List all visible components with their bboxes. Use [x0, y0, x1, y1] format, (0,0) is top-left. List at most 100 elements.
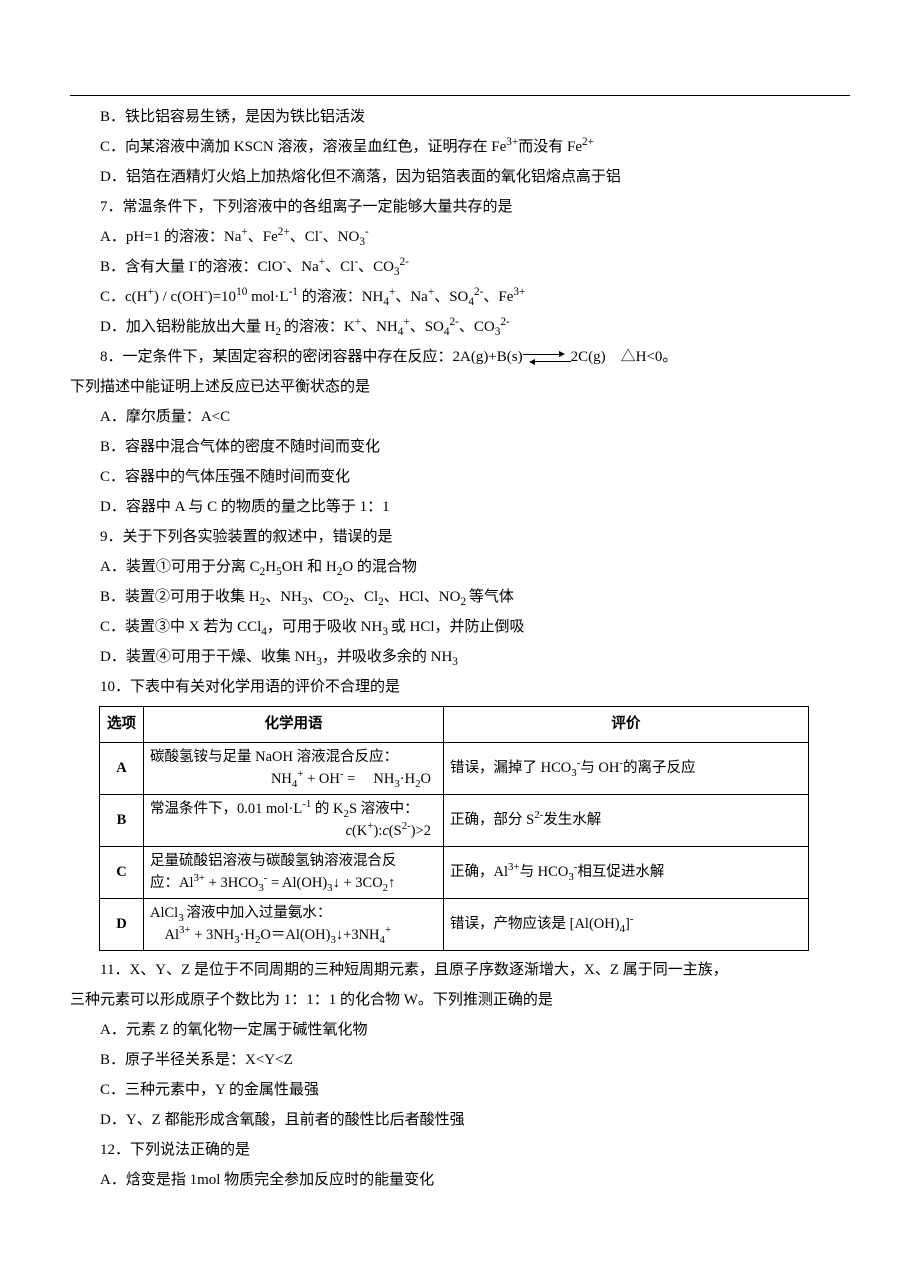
ra-e2: 与 OH — [580, 760, 619, 776]
q7a-t4: 、NO — [323, 229, 360, 245]
q11-stem1: 11．X、Y、Z 是位于不同周期的三种短周期元素，且原子序数逐渐增大，X、Z 属… — [70, 955, 850, 985]
rc-e3: 相互促进水解 — [577, 864, 664, 880]
q7c-t2: ) / c(OH — [154, 289, 204, 305]
q9-option-b: B．装置②可用于收集 H2、NH3、CO2、Cl2、HCl、NO2 等气体 — [70, 582, 850, 612]
q11-option-c: C．三种元素中，Y 的金属性最强 — [70, 1075, 850, 1105]
q6c-sup-3plus: 3+ — [506, 136, 518, 148]
q7-option-c: C．c(H+) / c(OH-)=1010 mol·L-1 的溶液：NH4+、N… — [70, 282, 850, 312]
q8-stem2: 下列描述中能证明上述反应已达平衡状态的是 — [70, 372, 850, 402]
row-a-opt: A — [100, 743, 144, 795]
q11-stem2: 三种元素可以形成原子个数比为 1：1：1 的化合物 W。下列推测正确的是 — [70, 985, 850, 1015]
q7c-t8: 、Fe — [483, 289, 513, 305]
q7c-t6: 、Na — [395, 289, 428, 305]
q7-option-d: D．加入铝粉能放出大量 H2 的溶液：K+、NH4+、SO42-、CO32- — [70, 312, 850, 342]
rb-e1: 正确，部分 S — [450, 812, 534, 828]
q7b-t2: 、Na — [286, 259, 319, 275]
row-b-term: 常温条件下，0.01 mol·L-1 的 K2S 溶液中： c(K+):c(S2… — [144, 794, 444, 846]
row-d-term-l2: Al3+ + 3NH3·H2O＝Al(OH)3↓+3NH4+ — [150, 924, 437, 946]
table-row: D AlCl3 溶液中加入过量氨水： Al3+ + 3NH3·H2O＝Al(OH… — [100, 898, 809, 950]
q7a-sup2: 2+ — [278, 226, 290, 238]
q7d-t2: 、NH — [361, 319, 398, 335]
q7d-t1: 的溶液：K — [284, 319, 355, 335]
q7c-t5: 的溶液：NH — [298, 289, 383, 305]
row-d-opt: D — [100, 898, 144, 950]
q9a-t4: O 的混合物 — [342, 559, 417, 575]
q7b-t3: 、Cl — [325, 259, 354, 275]
q6c-text-2: 而没有 Fe — [518, 139, 582, 155]
q7-stem: 7．常温条件下，下列溶液中的各组离子一定能够大量共存的是 — [70, 192, 850, 222]
q8-option-a: A．摩尔质量：A<C — [70, 402, 850, 432]
q7d-t0: D．加入铝粉能放出大量 H — [100, 319, 275, 335]
rc-e2: 与 HCO — [520, 864, 569, 880]
ra-e3: 的离子反应 — [623, 760, 696, 776]
row-d-eval: 错误，产物应该是 [Al(OH)4]- — [444, 898, 809, 950]
q7c-t1: C．c(H — [100, 289, 148, 305]
q9a-t1: A．装置①可用于分离 C — [100, 559, 260, 575]
th-option: 选项 — [100, 707, 144, 743]
rd-e1: 错误，产物应该是 [Al(OH) — [450, 916, 620, 932]
row-c-term-l2: 应：Al3+ + 3HCO3- = Al(OH)3↓ + 3CO2↑ — [150, 872, 437, 894]
q9c-t1: C．装置③中 X 若为 CCl — [100, 619, 261, 635]
q8-stem-pre: 8．一定条件下，某固定容积的密闭容器中存在反应：2A(g)+B(s) — [100, 349, 523, 365]
q12-stem: 12．下列说法正确的是 — [70, 1135, 850, 1165]
q9b-s5: 2 — [460, 596, 468, 608]
q9b-t3: 、CO — [308, 589, 344, 605]
q7b-t4: 、CO — [358, 259, 394, 275]
q8-option-d: D．容器中 A 与 C 的物质的量之比等于 1：1 — [70, 492, 850, 522]
th-eval: 评价 — [444, 707, 809, 743]
q12-option-a: A．焓变是指 1mol 物质完全参加反应时的能量变化 — [70, 1165, 850, 1195]
q9a-t2: H — [265, 559, 276, 575]
q6c-text-1: C．向某溶液中滴加 KSCN 溶液，溶液呈血红色，证明存在 Fe — [100, 139, 506, 155]
q7c-sup8: 3+ — [513, 286, 525, 298]
q11-option-b: B．原子半径关系是：X<Y<Z — [70, 1045, 850, 1075]
q7c-sup4: -1 — [289, 286, 298, 298]
q9-stem: 9．关于下列各实验装置的叙述中，错误的是 — [70, 522, 850, 552]
row-c-opt: C — [100, 846, 144, 898]
q8-option-c: C．容器中的气体压强不随时间而变化 — [70, 462, 850, 492]
q9-option-c: C．装置③中 X 若为 CCl4，可用于吸收 NH3 或 HCl，并防止倒吸 — [70, 612, 850, 642]
rc-e1: 正确，Al — [450, 864, 508, 880]
q9a-t3: OH 和 H — [282, 559, 337, 575]
row-b-term-l1: 常温条件下，0.01 mol·L-1 的 K2S 溶液中： — [150, 798, 437, 820]
equilibrium-arrow-icon — [523, 352, 571, 364]
q11-option-a: A．元素 Z 的氧化物一定属于碱性氧化物 — [70, 1015, 850, 1045]
q9b-t5: 、HCl、NO — [384, 589, 461, 605]
q7-option-a: A．pH=1 的溶液：Na+、Fe2+、Cl-、NO3- — [70, 222, 850, 252]
row-c-term: 足量硫酸铝溶液与碳酸氢钠溶液混合反 应：Al3+ + 3HCO3- = Al(O… — [144, 846, 444, 898]
table-row: B 常温条件下，0.01 mol·L-1 的 K2S 溶液中： c(K+):c(… — [100, 794, 809, 846]
th-term: 化学用语 — [144, 707, 444, 743]
row-c-eval: 正确，Al3+与 HCO3-相互促进水解 — [444, 846, 809, 898]
q7c-t4: mol·L — [247, 289, 288, 305]
q9d-t2: ，并吸收多余的 NH — [322, 649, 452, 665]
row-a-term-l1: 碳酸氢铵与足量 NaOH 溶液混合反应： — [150, 746, 437, 768]
q7c-sup3: 10 — [236, 286, 247, 298]
ra-e1: 错误，漏掉了 HCO — [450, 760, 571, 776]
q7a-t2: 、Fe — [248, 229, 278, 245]
q9-option-a: A．装置①可用于分离 C2H5OH 和 H2O 的混合物 — [70, 552, 850, 582]
q7d-t3: 、SO — [410, 319, 444, 335]
q7b-t1: 的溶液：ClO — [198, 259, 283, 275]
row-d-term-l1: AlCl3 溶液中加入过量氨水： — [150, 902, 437, 924]
table-row: C 足量硫酸铝溶液与碳酸氢钠溶液混合反 应：Al3+ + 3HCO3- = Al… — [100, 846, 809, 898]
q9c-s2: 3 — [382, 626, 390, 638]
q10-table: 选项 化学用语 评价 A 碳酸氢铵与足量 NaOH 溶液混合反应： NH4+ +… — [99, 706, 809, 951]
row-b-term-l2: c(K+):c(S2-)>2 — [150, 820, 437, 842]
q9-option-d: D．装置④可用于干燥、收集 NH3，并吸收多余的 NH3 — [70, 642, 850, 672]
q9c-t3: 或 HCl，并防止倒吸 — [391, 619, 525, 635]
row-a-eval: 错误，漏掉了 HCO3-与 OH-的离子反应 — [444, 743, 809, 795]
q8-stem: 8．一定条件下，某固定容积的密闭容器中存在反应：2A(g)+B(s) 2C(g) … — [70, 342, 850, 372]
q10-stem: 10．下表中有关对化学用语的评价不合理的是 — [70, 672, 850, 702]
q7d-t4: 、CO — [459, 319, 495, 335]
q9b-t1: B．装置②可用于收集 H — [100, 589, 260, 605]
q7c-t7: 、SO — [434, 289, 468, 305]
row-a-term: 碳酸氢铵与足量 NaOH 溶液混合反应： NH4+ + OH- = NH3·H2… — [144, 743, 444, 795]
row-d-term: AlCl3 溶液中加入过量氨水： Al3+ + 3NH3·H2O＝Al(OH)3… — [144, 898, 444, 950]
q7a-t1: A．pH=1 的溶液：Na — [100, 229, 241, 245]
row-b-eval: 正确，部分 S2-发生水解 — [444, 794, 809, 846]
q7-option-b: B．含有大量 I-的溶液：ClO-、Na+、Cl-、CO32- — [70, 252, 850, 282]
q8-option-b: B．容器中混合气体的密度不随时间而变化 — [70, 432, 850, 462]
q8-stem-post: 2C(g) △H<0。 — [571, 349, 678, 365]
q7a-sup4: - — [365, 226, 369, 238]
q9d-t1: D．装置④可用于干燥、收集 NH — [100, 649, 316, 665]
row-c-term-l1: 足量硫酸铝溶液与碳酸氢钠溶液混合反 — [150, 850, 437, 872]
